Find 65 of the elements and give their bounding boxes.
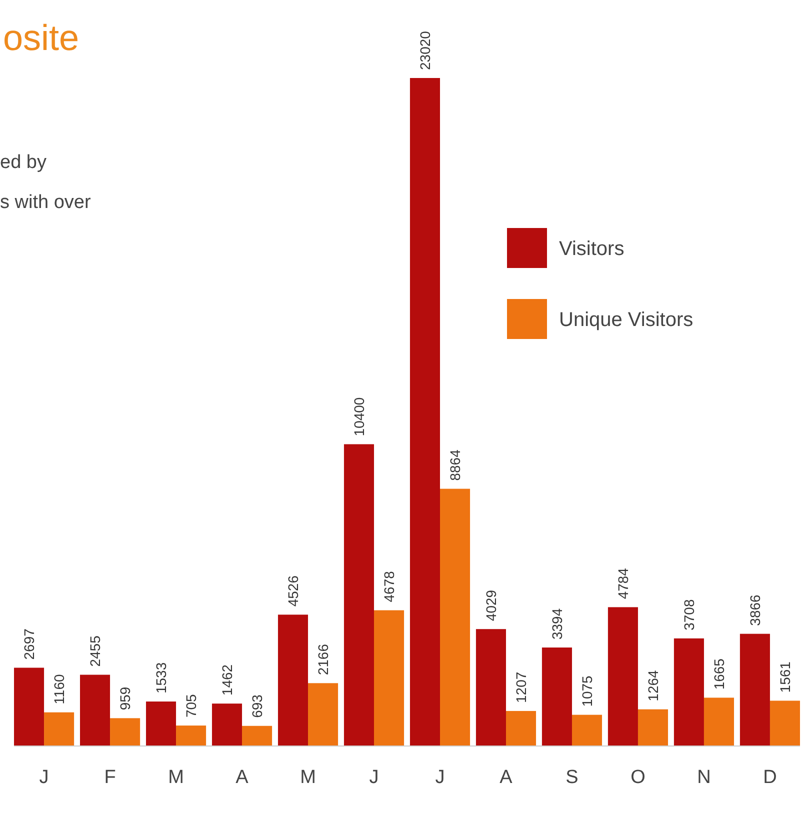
x-tick-label: M <box>168 767 184 788</box>
data-label: 1075 <box>579 675 595 707</box>
bar <box>740 634 770 746</box>
bar <box>704 698 734 746</box>
bar <box>476 629 506 746</box>
data-label: 1665 <box>710 658 727 690</box>
bar <box>374 610 404 746</box>
data-label: 3866 <box>746 594 763 626</box>
data-label: 2455 <box>87 635 104 667</box>
x-tick-label: N <box>697 767 711 788</box>
data-label: 1561 <box>776 661 793 693</box>
annotation: s with over <box>0 192 92 213</box>
bar <box>14 668 44 746</box>
bar <box>44 712 74 746</box>
bar <box>242 726 272 746</box>
bar <box>638 709 668 746</box>
x-tick-label: J <box>369 767 379 788</box>
data-label: 1264 <box>644 670 661 702</box>
x-tick-label: M <box>300 767 316 788</box>
data-label: 23020 <box>416 30 433 70</box>
data-label: 2166 <box>315 644 332 676</box>
bar <box>506 710 536 746</box>
data-label: 693 <box>249 694 266 718</box>
bar <box>542 648 572 746</box>
bar <box>344 444 374 746</box>
data-label: 1207 <box>513 672 530 703</box>
data-label: 705 <box>183 694 200 718</box>
x-tick-label: J <box>435 767 445 788</box>
x-tick-label: F <box>104 767 116 788</box>
bar <box>440 488 470 746</box>
data-label: 10400 <box>350 397 367 436</box>
data-label: 4526 <box>284 575 301 607</box>
bar <box>146 702 176 746</box>
bar <box>674 638 704 746</box>
x-tick-label: A <box>500 767 513 788</box>
data-label: 1462 <box>219 664 235 696</box>
data-label: 3708 <box>680 599 697 630</box>
bar <box>80 674 110 746</box>
data-label: 4678 <box>381 570 398 602</box>
legend-label: Unique Visitors <box>559 309 694 331</box>
data-label: 4029 <box>482 590 499 622</box>
bar <box>176 726 206 746</box>
data-label: 1160 <box>51 674 68 704</box>
legend-label: Visitors <box>559 238 624 260</box>
data-label: 4784 <box>614 568 631 600</box>
x-tick-label: O <box>630 767 646 788</box>
data-label: 959 <box>117 686 134 710</box>
bar <box>572 714 602 746</box>
data-label: 3394 <box>548 608 565 640</box>
x-tick-label: A <box>236 767 249 788</box>
bar <box>608 607 638 746</box>
bar <box>212 704 242 746</box>
data-label: 2697 <box>21 628 38 660</box>
bar <box>278 614 308 746</box>
x-tick-label: J <box>39 767 49 788</box>
bar <box>110 718 140 746</box>
annotation: ed by <box>0 152 47 173</box>
x-tick-label: S <box>566 767 578 788</box>
data-label: 1533 <box>153 662 170 694</box>
bar <box>410 78 440 746</box>
data-label: 8864 <box>447 449 464 481</box>
bar <box>770 700 800 746</box>
bar <box>308 683 338 746</box>
x-tick-label: D <box>763 767 777 788</box>
chart-title: osite <box>3 17 80 58</box>
